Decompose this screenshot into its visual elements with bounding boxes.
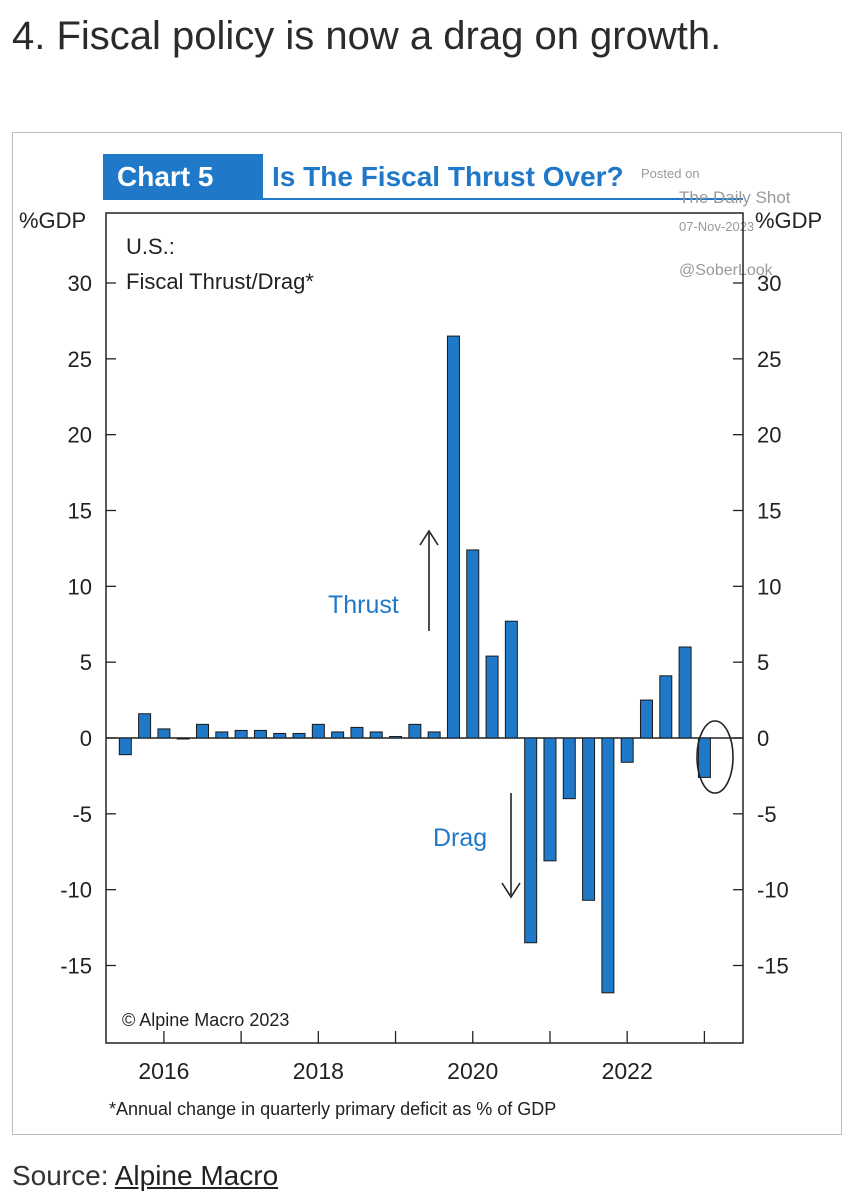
bar <box>157 728 171 739</box>
source-line: Source: Alpine Macro <box>12 1160 278 1192</box>
y-tick-label-right: 5 <box>757 650 769 675</box>
y-tick-label-right: -5 <box>757 802 777 827</box>
bar <box>196 723 210 739</box>
copyright-note: © Alpine Macro 2023 <box>122 1010 289 1030</box>
bar <box>466 549 480 739</box>
watermark-line-4: @SoberLook <box>679 262 774 279</box>
y-tick-label-left: 25 <box>68 347 92 372</box>
watermark-line-1: Posted on <box>641 166 700 181</box>
bar <box>697 737 711 778</box>
y-tick-label-left: 5 <box>80 650 92 675</box>
bar <box>659 675 673 739</box>
bar <box>601 737 615 994</box>
headline: 4. Fiscal policy is now a drag on growth… <box>12 14 722 58</box>
y-tick-label-left: -15 <box>60 954 92 979</box>
bar <box>350 726 364 739</box>
bar <box>446 335 460 739</box>
bar <box>138 713 152 739</box>
y-tick-label-right: 25 <box>757 347 781 372</box>
y-axis-label-left: %GDP <box>19 208 86 233</box>
bar <box>234 729 248 739</box>
y-tick-label-left: -10 <box>60 878 92 903</box>
bar <box>311 723 325 739</box>
x-tick-label: 2020 <box>447 1058 498 1084</box>
bar <box>389 735 403 739</box>
bar <box>485 655 499 739</box>
y-tick-label-left: 15 <box>68 499 92 524</box>
chart-title: Is The Fiscal Thrust Over? <box>272 161 624 192</box>
bar <box>253 729 267 739</box>
plot-area <box>105 212 744 1044</box>
y-tick-label-right: 0 <box>757 726 769 751</box>
bar <box>582 737 596 901</box>
bar <box>620 737 634 763</box>
bar <box>176 737 190 740</box>
source-label: Source: <box>12 1160 109 1191</box>
thrust-arrow-icon <box>419 529 439 631</box>
source-link[interactable]: Alpine Macro <box>114 1160 279 1191</box>
x-tick-label: 2022 <box>602 1058 653 1084</box>
watermark-line-2: The Daily Shot <box>679 188 791 207</box>
chart: Chart 5 Is The Fiscal Thrust Over? Poste… <box>19 154 822 1119</box>
y-tick-label-right: 15 <box>757 499 781 524</box>
bar <box>215 731 229 739</box>
x-tick-label: 2018 <box>293 1058 344 1084</box>
y-tick-label-left: 0 <box>80 726 92 751</box>
y-tick-label-right: 30 <box>757 271 781 296</box>
thrust-label: Thrust <box>328 591 399 619</box>
chart-badge: Chart 5 <box>117 161 213 192</box>
bar <box>639 699 653 739</box>
x-tick-label: 2016 <box>138 1058 189 1084</box>
bar <box>562 737 576 800</box>
drag-arrow-icon <box>501 793 521 899</box>
chart-subtitle-line-2: Fiscal Thrust/Drag* <box>126 269 314 294</box>
y-tick-label-right: -15 <box>757 954 789 979</box>
chart-badge-bg <box>103 154 263 198</box>
y-axis-label-right: %GDP <box>755 208 822 233</box>
bar <box>331 731 345 739</box>
y-tick-label-left: 10 <box>68 574 92 599</box>
y-tick-label-left: -5 <box>72 802 92 827</box>
watermark-line-3: 07-Nov-2023 <box>679 219 754 234</box>
bar <box>408 723 422 739</box>
y-tick-label-right: -10 <box>757 878 789 903</box>
watermark: Posted on The Daily Shot 07-Nov-2023 @So… <box>641 166 791 279</box>
chart-subtitle-line-1: U.S.: <box>126 234 175 259</box>
bar <box>543 737 557 862</box>
bar <box>524 737 538 944</box>
bar <box>369 731 383 739</box>
bar <box>427 731 441 739</box>
drag-label: Drag <box>433 824 487 852</box>
y-tick-label-right: 20 <box>757 423 781 448</box>
footnote: *Annual change in quarterly primary defi… <box>109 1099 556 1119</box>
highlight-circle <box>696 720 734 794</box>
bar <box>118 737 132 756</box>
bar <box>504 620 518 739</box>
y-tick-label-left: 20 <box>68 423 92 448</box>
y-tick-label-right: 10 <box>757 574 781 599</box>
bar <box>273 732 287 739</box>
bar <box>678 646 692 739</box>
chart-frame: Chart 5 Is The Fiscal Thrust Over? Poste… <box>12 132 842 1135</box>
y-tick-label-left: 30 <box>68 271 92 296</box>
bar <box>292 732 306 739</box>
